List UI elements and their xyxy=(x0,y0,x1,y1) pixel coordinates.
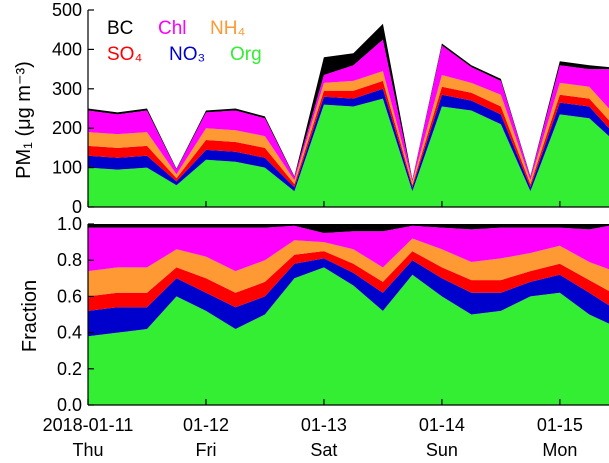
legend-label-org: Org xyxy=(230,44,262,65)
x-tick-label-date: 01-15 xyxy=(537,415,583,435)
area-bc-fraction xyxy=(88,224,609,233)
y-tick-label: 100 xyxy=(52,158,82,178)
area-so-fraction xyxy=(88,251,609,311)
y-tick-label: 0.8 xyxy=(57,250,82,270)
y-tick-label: 0.6 xyxy=(57,286,82,306)
legend-label-so4: SO₄ xyxy=(107,44,142,65)
y-tick-label: 0 xyxy=(72,197,82,217)
y-tick-label: 200 xyxy=(52,118,82,138)
x-ticks-bottom: 2018-01-11 Thu 01-12 Fri 01-13 Sat 01-14 Sun 01-… xyxy=(43,399,583,460)
x-tick-label-date: 01-14 xyxy=(419,415,465,435)
y-axis-title-top: PM₁ (μg m⁻³) xyxy=(13,61,35,179)
area-org-mass xyxy=(88,98,609,207)
stacked-areas-fraction xyxy=(88,224,609,405)
area-bc-mass xyxy=(88,23,609,181)
y-tick-label: 500 xyxy=(52,0,82,20)
stacked-areas-mass xyxy=(88,23,609,207)
x-tick-label-day: Thu xyxy=(72,440,103,460)
legend-label-chl: Chl xyxy=(158,18,187,39)
area-no-fraction xyxy=(88,258,609,337)
y-tick-label: 0.0 xyxy=(57,395,82,415)
y-tick-label: 300 xyxy=(52,79,82,99)
mass-fraction-panel: 0.0 0.2 0.4 0.6 0.8 1.0 2018-01-11 Thu 01-12 Fri… xyxy=(19,214,609,460)
y-tick-label: 400 xyxy=(52,39,82,59)
y-tick-label: 0.4 xyxy=(57,323,82,343)
y-tick-label: 0.2 xyxy=(57,359,82,379)
x-tick-label-date: 2018-01-11 xyxy=(43,415,134,435)
x-tick-label-day: Sun xyxy=(426,440,458,460)
legend-label-nh4: NH₄ xyxy=(210,18,245,39)
area-chl-mass xyxy=(88,39,609,182)
y-axis-title-bottom: Fraction xyxy=(19,280,41,352)
area-nh-fraction xyxy=(88,238,609,297)
legend-label-bc: BC xyxy=(107,18,133,39)
y-tick-label: 1.0 xyxy=(57,214,82,234)
x-tick-label-day: Fri xyxy=(195,440,216,460)
area-chl-fraction xyxy=(88,225,609,272)
y-ticks-bottom: 0.0 0.2 0.4 0.6 0.8 1.0 xyxy=(57,214,94,415)
legend-label-no3: NO₃ xyxy=(169,44,205,65)
legend: BC Chl NH₄ SO₄ NO₃ Org xyxy=(107,18,262,65)
x-tick-label-date: 01-13 xyxy=(301,415,347,435)
x-tick-label-day: Sat xyxy=(310,440,337,460)
y-ticks-top: 0 100 200 300 400 500 xyxy=(52,0,94,217)
x-ticks-top xyxy=(87,201,561,207)
area-org-fraction xyxy=(88,267,609,405)
x-tick-label-date: 01-12 xyxy=(183,415,229,435)
x-tick-label-day: Mon xyxy=(542,440,577,460)
mass-concentration-panel: 0 100 200 300 400 500 PM₁ (μg m⁻³) BC Chl NH₄… xyxy=(13,0,609,217)
